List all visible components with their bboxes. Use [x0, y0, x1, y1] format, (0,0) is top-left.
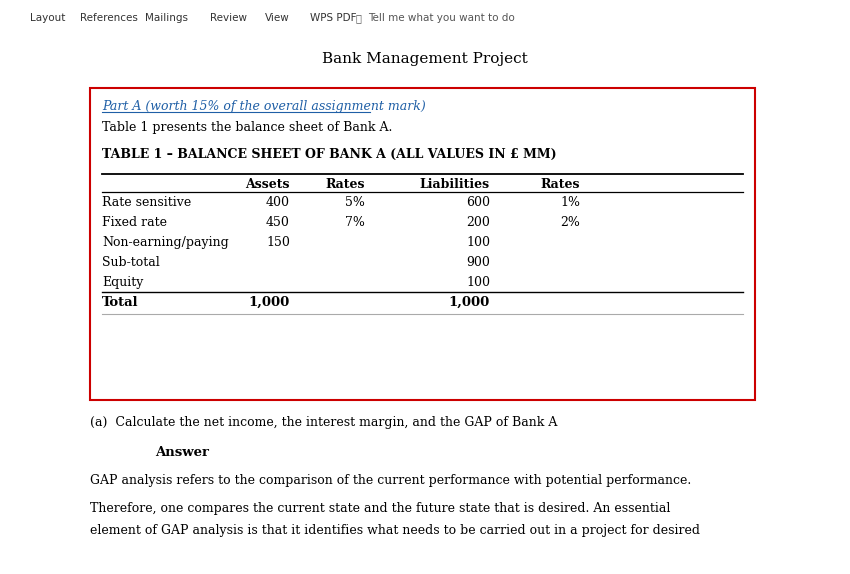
Text: (a)  Calculate the net income, the interest margin, and the GAP of Bank A: (a) Calculate the net income, the intere…: [90, 416, 558, 429]
Text: Non-earning/paying: Non-earning/paying: [102, 236, 229, 249]
Text: Part A (worth 15% of the overall assignment mark): Part A (worth 15% of the overall assignm…: [102, 100, 426, 113]
Text: ⭐: ⭐: [356, 13, 362, 23]
Text: 200: 200: [466, 216, 490, 229]
Text: Review: Review: [210, 13, 247, 23]
Text: 100: 100: [466, 236, 490, 249]
Text: Rate sensitive: Rate sensitive: [102, 196, 191, 209]
Text: View: View: [265, 13, 290, 23]
Text: Layout: Layout: [30, 13, 65, 23]
Text: 1,000: 1,000: [449, 296, 490, 309]
Text: 400: 400: [266, 196, 290, 209]
FancyBboxPatch shape: [90, 88, 755, 400]
Text: 1%: 1%: [560, 196, 580, 209]
Text: 7%: 7%: [345, 216, 365, 229]
Text: Total: Total: [102, 296, 139, 309]
Text: 450: 450: [266, 216, 290, 229]
Text: 900: 900: [466, 256, 490, 269]
Text: Mailings: Mailings: [145, 13, 188, 23]
Text: GAP analysis refers to the comparison of the current performance with potential : GAP analysis refers to the comparison of…: [90, 474, 691, 487]
Text: WPS PDF: WPS PDF: [310, 13, 356, 23]
Text: Tell me what you want to do: Tell me what you want to do: [368, 13, 515, 23]
Text: Bank Management Project: Bank Management Project: [322, 52, 528, 66]
Text: Therefore, one compares the current state and the future state that is desired. : Therefore, one compares the current stat…: [90, 502, 671, 515]
Text: Rates: Rates: [326, 178, 365, 191]
Text: 600: 600: [466, 196, 490, 209]
Text: Equity: Equity: [102, 276, 144, 289]
Text: TABLE 1 – BALANCE SHEET OF BANK A (ALL VALUES IN £ MM): TABLE 1 – BALANCE SHEET OF BANK A (ALL V…: [102, 148, 557, 161]
Text: element of GAP analysis is that it identifies what needs to be carried out in a : element of GAP analysis is that it ident…: [90, 524, 700, 537]
Text: Answer: Answer: [155, 446, 209, 459]
Text: Rates: Rates: [541, 178, 580, 191]
Text: Fixed rate: Fixed rate: [102, 216, 167, 229]
Text: 5%: 5%: [345, 196, 365, 209]
Text: 100: 100: [466, 276, 490, 289]
Text: Table 1 presents the balance sheet of Bank A.: Table 1 presents the balance sheet of Ba…: [102, 121, 393, 134]
Text: 1,000: 1,000: [249, 296, 290, 309]
Text: 2%: 2%: [560, 216, 580, 229]
Text: Sub-total: Sub-total: [102, 256, 160, 269]
Text: References: References: [80, 13, 138, 23]
Text: Liabilities: Liabilities: [420, 178, 490, 191]
Text: 150: 150: [266, 236, 290, 249]
Text: Assets: Assets: [246, 178, 290, 191]
